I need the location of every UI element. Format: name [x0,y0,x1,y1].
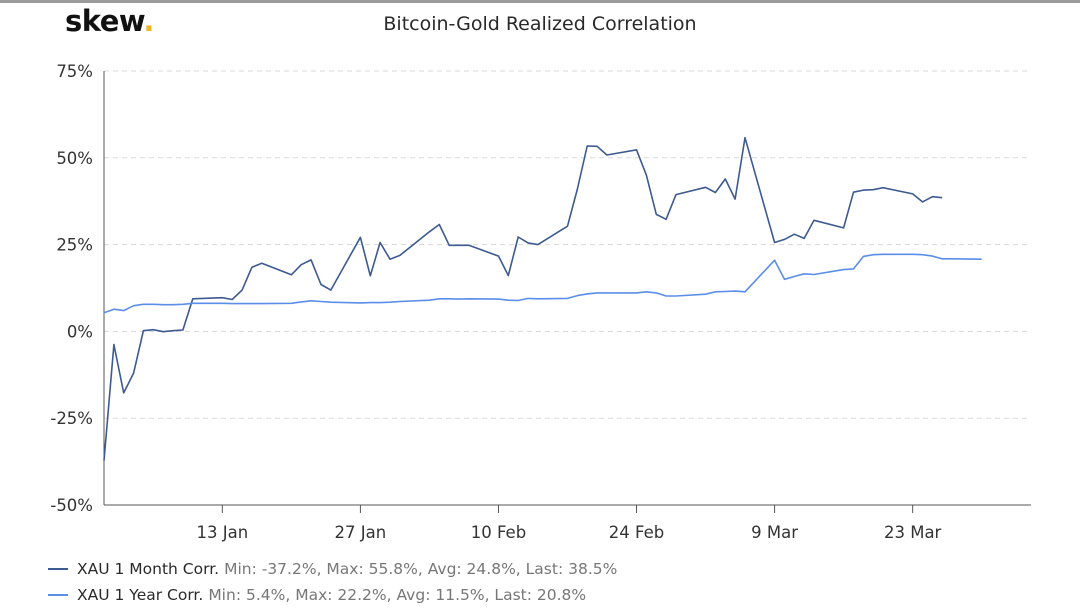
x-tick-label: 10 Feb [471,523,526,542]
x-tick-label: 24 Feb [609,523,664,542]
y-tick-label: 75% [56,62,93,81]
x-tick-label: 13 Jan [196,523,248,542]
series-line-1-year [103,253,982,314]
logo-dot: . [143,4,154,38]
y-tick-label: -25% [50,409,93,428]
legend-series-stats: Min: -37.2%, Max: 55.8%, Avg: 24.8%, Las… [224,560,618,578]
legend-series-name: XAU 1 Year Corr. [77,586,204,604]
y-tick-label: 50% [56,149,93,168]
legend: XAU 1 Month Corr. Min: -37.2%, Max: 55.8… [48,556,617,608]
legend-series-stats: Min: 5.4%, Max: 22.2%, Avg: 11.5%, Last:… [208,586,587,604]
legend-swatch-1-month [48,568,68,570]
series-line-1-month [103,136,943,461]
chart-title: Bitcoin-Gold Realized Correlation [383,13,697,35]
legend-series-name: XAU 1 Month Corr. [77,560,220,578]
skew-logo: skew. [65,4,154,38]
x-tick-label: 23 Mar [884,523,942,542]
logo-text: skew [65,4,144,38]
legend-swatch-1-year [48,594,68,596]
y-tick-label: 0% [67,322,93,341]
x-tick-label: 27 Jan [335,523,387,542]
y-tick-label: -50% [50,496,93,515]
y-tick-label: 25% [56,236,93,255]
legend-item-1-month[interactable]: XAU 1 Month Corr. Min: -37.2%, Max: 55.8… [48,556,617,582]
legend-item-1-year[interactable]: XAU 1 Year Corr. Min: 5.4%, Max: 22.2%, … [48,582,617,608]
x-tick-label: 9 Mar [751,523,798,542]
